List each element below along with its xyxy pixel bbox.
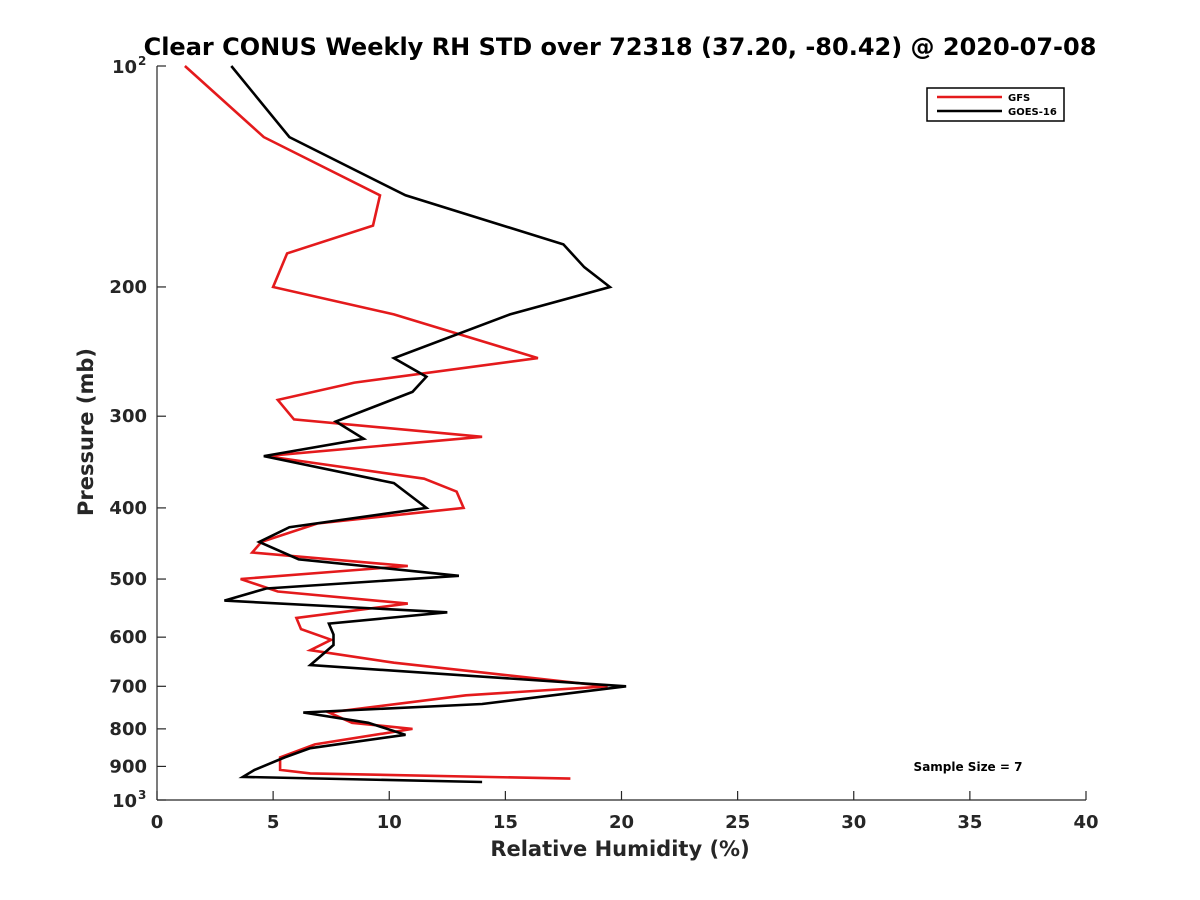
x-tick-label: 35 (957, 812, 982, 833)
y-tick-exponent: 3 (138, 788, 146, 802)
chart-title: Clear CONUS Weekly RH STD over 72318 (37… (144, 33, 1097, 61)
y-tick-label: 10 (112, 791, 137, 812)
y-tick-label: 800 (109, 719, 147, 740)
y-tick-label: 900 (109, 756, 147, 777)
y-tick-label: 400 (109, 498, 147, 519)
y-tick-label: 700 (109, 676, 147, 697)
x-tick-label: 15 (493, 812, 518, 833)
x-tick-label: 40 (1073, 812, 1098, 833)
x-tick-label: 0 (151, 812, 164, 833)
y-tick-label: 200 (109, 277, 147, 298)
x-tick-label: 10 (377, 812, 402, 833)
x-tick-label: 20 (609, 812, 634, 833)
plot-lines (184, 65, 627, 784)
x-tick-label: 30 (841, 812, 866, 833)
legend: GFS GOES-16 (926, 87, 1065, 122)
series-line-goes-16 (224, 65, 627, 784)
legend-label: GFS (1008, 93, 1030, 104)
y-tick-label: 600 (109, 627, 147, 648)
y-tick-label: 500 (109, 569, 147, 590)
y-tick-label: 300 (109, 406, 147, 427)
x-axis-label: Relative Humidity (%) (490, 837, 749, 861)
x-tick-label: 5 (267, 812, 280, 833)
y-tick-exponent: 2 (138, 54, 146, 68)
series-line-gfs (184, 65, 608, 780)
x-tick-label: 25 (725, 812, 750, 833)
y-axis-label: Pressure (mb) (74, 348, 98, 516)
sample-size-annotation: Sample Size = 7 (914, 760, 1023, 774)
legend-box (926, 87, 1065, 122)
legend-label: GOES-16 (1008, 107, 1057, 118)
y-tick-label: 10 (112, 57, 137, 78)
